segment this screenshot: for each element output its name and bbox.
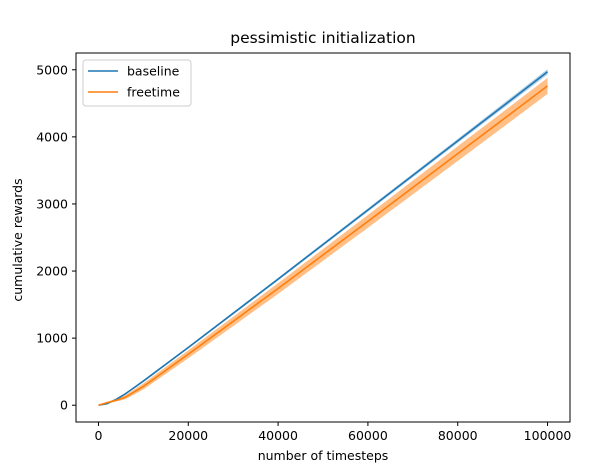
x-axis-label: number of timesteps	[258, 448, 389, 463]
y-tick-label: 5000	[36, 62, 68, 77]
y-axis-label: cumulative rewards	[10, 178, 25, 301]
x-tick-label: 20000	[168, 428, 208, 443]
x-tick-label: 40000	[258, 428, 298, 443]
x-tick-label: 60000	[348, 428, 388, 443]
y-tick-label: 4000	[36, 129, 68, 144]
y-tick-label: 1000	[36, 331, 68, 346]
chart-title: pessimistic initialization	[230, 29, 415, 47]
series-lines	[98, 71, 549, 407]
line-freetime	[98, 85, 549, 406]
x-axis-ticks: 0 20000 40000 60000 80000 100000	[94, 422, 571, 443]
x-tick-label: 80000	[438, 428, 478, 443]
legend: baseline freetime	[82, 59, 192, 107]
legend-label-baseline: baseline	[127, 64, 180, 79]
y-tick-label: 0	[60, 398, 68, 413]
legend-label-freetime: freetime	[127, 85, 180, 100]
y-tick-label: 2000	[36, 264, 68, 279]
x-tick-label: 100000	[524, 428, 572, 443]
y-axis-ticks: 0 1000 2000 3000 4000 5000	[36, 62, 76, 413]
plot-area-frame	[75, 52, 571, 423]
y-tick-label: 3000	[36, 196, 68, 211]
x-tick-label: 0	[94, 428, 102, 443]
